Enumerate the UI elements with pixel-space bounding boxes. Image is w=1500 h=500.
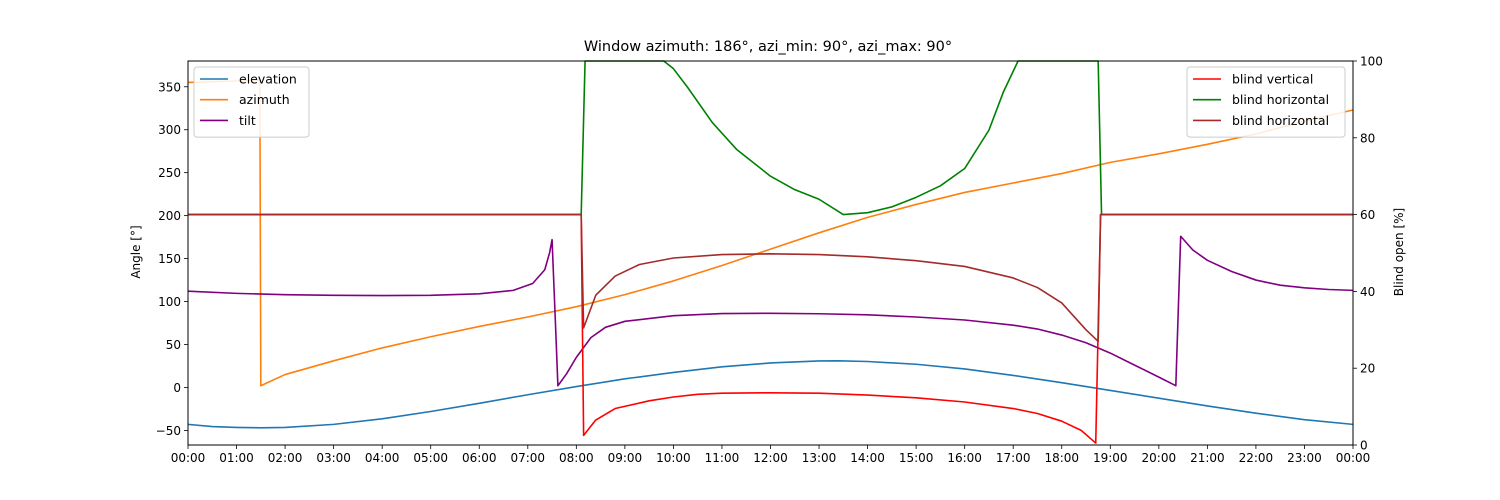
legend-left: elevation azimuth tilt <box>193 66 310 138</box>
x-tick-label: 19:00 <box>1093 451 1128 465</box>
x-tick-label: 01:00 <box>219 451 254 465</box>
series-line-2 <box>187 79 1354 387</box>
y-tick-label-left: 150 <box>158 252 181 266</box>
y-axis-label-left: Angle [°] <box>129 225 143 278</box>
legend-label: azimuth <box>239 92 290 107</box>
y-tick-label-left: 0 <box>173 381 181 395</box>
legend-label: tilt <box>239 113 256 128</box>
y-tick-label-left: 200 <box>158 209 181 223</box>
x-tick-label: 13:00 <box>802 451 837 465</box>
y-tick-label-left: 50 <box>166 338 181 352</box>
y-axis-label-right: Blind open [%] <box>1392 208 1406 296</box>
series-layer <box>187 60 1354 444</box>
x-tick-label: 11:00 <box>705 451 740 465</box>
y-axis-right: 0 20 40 60 80 100 <box>1353 55 1383 453</box>
x-tick-label: 07:00 <box>510 451 545 465</box>
y-axis-left: −50 0 50 100 150 200 250 300 350 <box>156 80 188 438</box>
plot-area <box>187 60 1354 446</box>
legend-box <box>193 66 310 138</box>
x-tick-label: 06:00 <box>462 451 497 465</box>
y-tick-label-left: 100 <box>158 295 181 309</box>
x-tick-label: 02:00 <box>268 451 303 465</box>
x-tick-label: 04:00 <box>365 451 400 465</box>
y-tick-label-right: 0 <box>1360 439 1368 453</box>
x-tick-label: 21:00 <box>1190 451 1225 465</box>
legend-right: blind vertical blind horizontal blind hori… <box>1186 66 1346 138</box>
x-tick-label: 00:00 <box>1336 451 1371 465</box>
legend-label: elevation <box>239 72 297 87</box>
chart-title: Window azimuth: 186°, azi_min: 90°, azi_… <box>584 39 952 55</box>
legend-label: blind vertical <box>1232 72 1313 87</box>
y-tick-label-right: 80 <box>1360 131 1375 145</box>
x-tick-label: 10:00 <box>656 451 691 465</box>
x-tick-label: 14:00 <box>850 451 885 465</box>
x-tick-label: 18:00 <box>1044 451 1079 465</box>
x-tick-label: 23:00 <box>1287 451 1322 465</box>
y-tick-label-right: 100 <box>1360 55 1383 69</box>
legend-label: blind horizontal <box>1232 92 1329 107</box>
y-tick-label-left: 250 <box>158 166 181 180</box>
y-tick-label-left: 350 <box>158 80 181 94</box>
x-tick-label: 16:00 <box>947 451 982 465</box>
series-line-1 <box>187 360 1354 429</box>
x-axis: 00:00 01:00 02:00 03:00 04:00 05:00 06:00 07:00… <box>171 445 1371 465</box>
x-tick-label: 22:00 <box>1239 451 1274 465</box>
x-tick-label: 08:00 <box>559 451 594 465</box>
series-line-5 <box>188 60 1353 216</box>
legend-box <box>1186 66 1346 138</box>
y-tick-label-left: 300 <box>158 123 181 137</box>
y-tick-label-left: −50 <box>156 424 181 438</box>
x-tick-label: 15:00 <box>899 451 934 465</box>
x-tick-label: 17:00 <box>996 451 1031 465</box>
series-line-6 <box>188 213 1353 343</box>
y-tick-label-right: 20 <box>1360 362 1375 376</box>
x-tick-label: 00:00 <box>171 451 206 465</box>
y-tick-label-right: 40 <box>1360 285 1375 299</box>
x-tick-label: 09:00 <box>608 451 643 465</box>
x-tick-label: 05:00 <box>413 451 448 465</box>
x-tick-label: 12:00 <box>753 451 788 465</box>
legend-label: blind horizontal <box>1232 113 1329 128</box>
y-tick-label-right: 60 <box>1360 208 1375 222</box>
x-tick-label: 03:00 <box>316 451 351 465</box>
x-tick-label: 20:00 <box>1142 451 1177 465</box>
series-line-4 <box>188 213 1353 444</box>
series-line-3 <box>187 235 1354 387</box>
